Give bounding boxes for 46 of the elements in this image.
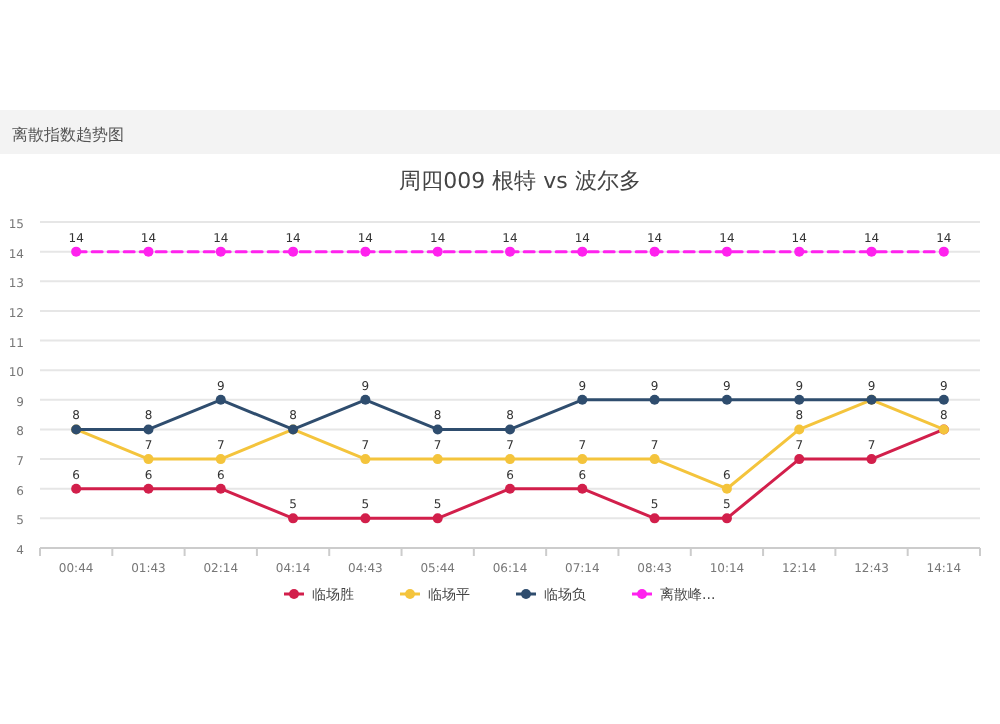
point [721, 483, 732, 494]
point [577, 483, 588, 494]
text: 离散指数趋势图 [12, 126, 124, 144]
point [505, 454, 515, 465]
point [721, 246, 732, 257]
point [721, 394, 732, 405]
point [432, 246, 443, 257]
point [143, 454, 154, 465]
point [360, 454, 371, 465]
point [794, 454, 805, 465]
point [505, 483, 515, 494]
point [143, 246, 154, 257]
point [143, 424, 154, 435]
point [71, 483, 82, 494]
point [794, 394, 805, 405]
point [794, 246, 805, 257]
point [866, 454, 877, 465]
point [505, 246, 515, 257]
point [360, 513, 371, 524]
point [938, 394, 949, 405]
chart-title: 周四009 根特 vs 波尔多 [399, 168, 641, 194]
point [432, 513, 443, 524]
point [505, 424, 515, 435]
point [360, 246, 371, 257]
point [649, 394, 660, 405]
point [215, 483, 226, 494]
point [143, 483, 154, 494]
point [360, 394, 371, 405]
point [649, 454, 660, 465]
point [432, 424, 443, 435]
point [577, 454, 588, 465]
point [288, 246, 299, 257]
point [432, 454, 443, 465]
point [721, 513, 732, 524]
point [215, 394, 226, 405]
point [649, 513, 660, 524]
point [71, 246, 82, 257]
point [938, 246, 949, 257]
point [577, 246, 588, 257]
point [215, 246, 226, 257]
point [649, 246, 660, 257]
point [866, 246, 877, 257]
point [794, 424, 805, 435]
point [215, 454, 226, 465]
point [288, 513, 299, 524]
point [577, 394, 588, 405]
